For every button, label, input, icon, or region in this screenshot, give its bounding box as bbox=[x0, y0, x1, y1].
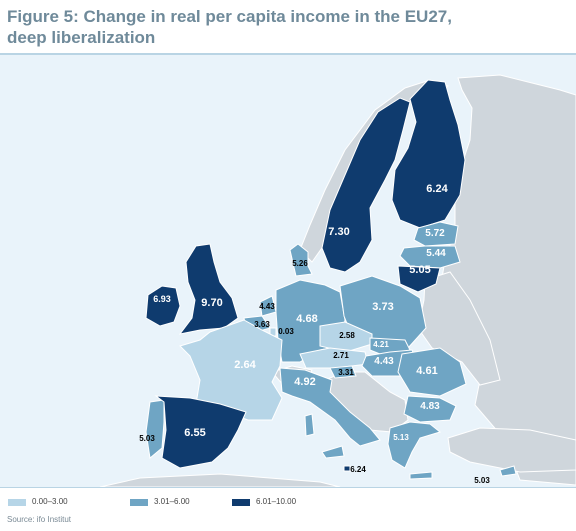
title-divider bbox=[0, 53, 576, 55]
label-sweden: 7.30 bbox=[328, 226, 349, 238]
source-note: Source: ifo Institut bbox=[7, 515, 72, 524]
label-belgium: 3.63 bbox=[254, 320, 270, 329]
label-netherlands: 4.43 bbox=[259, 302, 275, 311]
figure-title-line-1: Figure 5: Change in real per capita inco… bbox=[7, 7, 452, 26]
legend-swatch-low bbox=[8, 499, 26, 506]
romania-shape bbox=[397, 347, 467, 397]
portugal-shape bbox=[145, 399, 165, 459]
label-latvia: 5.44 bbox=[426, 248, 446, 259]
label-uk: 9.70 bbox=[201, 297, 222, 309]
ireland-shape bbox=[145, 285, 181, 327]
spain-shape bbox=[154, 395, 247, 469]
north-africa-shape bbox=[99, 473, 341, 487]
france-shape bbox=[179, 319, 283, 421]
sardinia-shape bbox=[304, 413, 315, 437]
label-germany: 4.68 bbox=[296, 313, 317, 325]
finland-shape bbox=[391, 79, 466, 229]
label-malta: 6.24 bbox=[350, 465, 366, 474]
cyprus-shape bbox=[499, 465, 517, 477]
figure-title: Figure 5: Change in real per capita inco… bbox=[7, 6, 567, 48]
label-france: 2.64 bbox=[234, 359, 256, 371]
lithuania-shape bbox=[397, 265, 441, 293]
eu-income-map: 6.24 7.30 5.72 5.44 5.05 5.26 6.93 9.70 … bbox=[99, 74, 576, 487]
label-czech: 2.58 bbox=[339, 331, 355, 340]
label-bulgaria: 4.83 bbox=[420, 401, 440, 412]
legend-label-low: 0.00–3.00 bbox=[32, 497, 68, 506]
slovenia-shape bbox=[329, 365, 357, 379]
legend-label-high: 6.01–10.00 bbox=[256, 497, 297, 506]
italy-shape bbox=[279, 367, 381, 447]
label-finland: 6.24 bbox=[426, 183, 448, 195]
legend-swatch-mid bbox=[130, 499, 148, 506]
label-denmark: 5.26 bbox=[292, 259, 308, 268]
label-ireland: 6.93 bbox=[153, 294, 171, 304]
label-slovenia: 3.31 bbox=[338, 368, 354, 377]
sweden-shape bbox=[321, 97, 411, 273]
legend-label-mid: 3.01–6.00 bbox=[154, 497, 190, 506]
bulgaria-shape bbox=[403, 395, 457, 423]
latvia-shape bbox=[399, 245, 461, 269]
label-romania: 4.61 bbox=[416, 365, 437, 377]
crete-shape bbox=[409, 471, 433, 480]
figure-title-line-2: deep liberalization bbox=[7, 28, 156, 47]
label-estonia: 5.72 bbox=[425, 228, 445, 239]
label-austria: 2.71 bbox=[333, 351, 349, 360]
label-poland: 3.73 bbox=[372, 301, 393, 313]
luxembourg-shape bbox=[269, 327, 277, 337]
label-slovakia: 4.21 bbox=[373, 340, 389, 349]
legend-swatch-high bbox=[232, 499, 250, 506]
label-luxembourg: 0.03 bbox=[278, 327, 294, 336]
label-cyprus: 5.03 bbox=[474, 476, 490, 485]
label-spain: 6.55 bbox=[184, 427, 205, 439]
label-lithuania: 5.05 bbox=[409, 264, 430, 276]
label-greece: 5.13 bbox=[393, 433, 409, 442]
label-hungary: 4.43 bbox=[374, 356, 394, 367]
estonia-shape bbox=[413, 221, 459, 247]
legend-divider bbox=[0, 487, 576, 488]
label-italy: 4.92 bbox=[294, 376, 315, 388]
label-portugal: 5.03 bbox=[139, 434, 155, 443]
greece-shape bbox=[387, 421, 442, 469]
uk-shape bbox=[178, 243, 239, 335]
sicily-shape bbox=[321, 445, 345, 459]
turkey-shape bbox=[447, 427, 576, 473]
malta-shape bbox=[343, 465, 351, 472]
denmark-shape bbox=[289, 243, 313, 277]
